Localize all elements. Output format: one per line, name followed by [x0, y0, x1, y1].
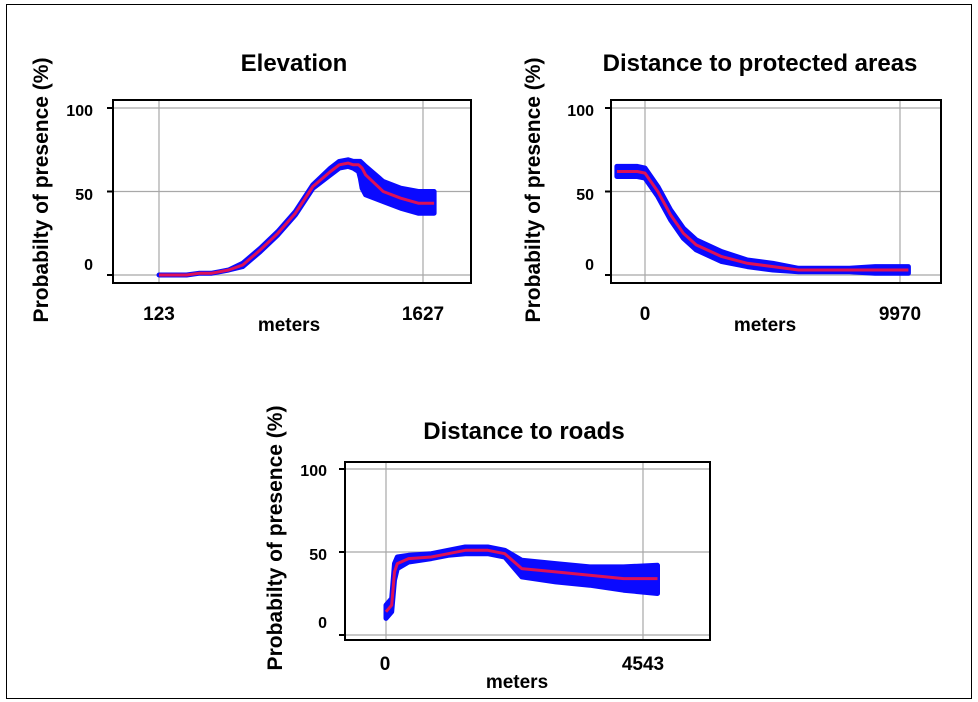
panel-elevation: Elevation Probabilty of presence (%) 100… [30, 50, 472, 336]
x-tick-label: 0 [380, 654, 391, 675]
y-tick-label: 100 [300, 463, 327, 480]
plot-background [345, 462, 710, 640]
chart-title: Elevation [241, 50, 348, 77]
plot-area [107, 99, 472, 284]
x-axis-label: meters [486, 672, 548, 693]
x-axis-label: meters [258, 315, 320, 336]
y-tick-label: 50 [309, 547, 327, 564]
y-tick-label: 50 [75, 187, 93, 204]
y-axis-label: Probabilty of presence (%) [30, 58, 53, 323]
confidence-band [383, 544, 660, 621]
response-line [384, 548, 658, 613]
x-tick-label: 0 [640, 304, 651, 325]
y-axis-label: Probabilty of presence (%) [522, 58, 545, 323]
response-line [159, 161, 435, 277]
panel-roads: Distance to roads Probabilty of presence… [264, 406, 711, 693]
x-tick-label: 1627 [402, 304, 444, 325]
y-tick-label: 50 [576, 187, 594, 204]
y-tick-label: 100 [66, 103, 93, 120]
y-tick-label: 0 [84, 257, 93, 274]
x-axis-label: meters [734, 315, 796, 336]
y-axis-label: Probabilty of presence (%) [264, 406, 287, 671]
x-tick-label: 123 [143, 304, 175, 325]
y-tick-label: 0 [318, 615, 327, 632]
panel-protected-areas: Distance to protected areas Probabilty o… [522, 50, 942, 336]
plot-area [605, 99, 942, 284]
y-tick-label: 0 [585, 257, 594, 274]
response-line [616, 170, 909, 272]
x-tick-label: 9970 [879, 304, 921, 325]
chart-title: Distance to protected areas [603, 50, 918, 77]
y-tick-label: 100 [567, 103, 594, 120]
chart-title: Distance to roads [423, 418, 624, 445]
figure-frame [6, 4, 972, 699]
x-tick-label: 4543 [622, 654, 664, 675]
plot-area [339, 461, 711, 641]
